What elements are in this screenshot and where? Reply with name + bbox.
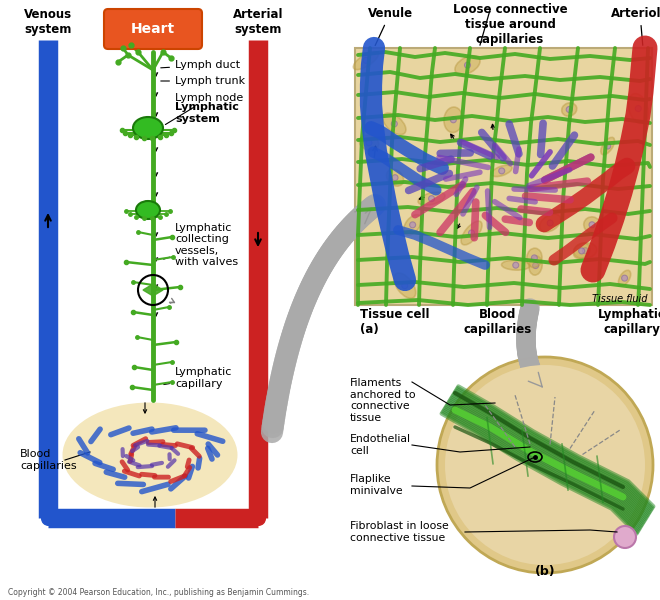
Circle shape [391,121,397,127]
Circle shape [366,140,372,146]
FancyBboxPatch shape [104,9,202,49]
Ellipse shape [360,135,379,151]
Text: Arteriole: Arteriole [610,7,660,45]
Ellipse shape [618,270,631,286]
Ellipse shape [136,201,160,219]
Text: Lymph node: Lymph node [166,93,244,125]
Text: Venous
system: Venous system [24,8,72,36]
Ellipse shape [601,137,614,155]
Circle shape [605,143,611,149]
FancyBboxPatch shape [355,48,652,305]
Text: (b): (b) [535,565,555,578]
Text: Lymphatic
capillary: Lymphatic capillary [598,308,660,336]
Ellipse shape [418,192,445,205]
Circle shape [465,62,471,68]
Text: Tissue cell
(a): Tissue cell (a) [360,308,430,336]
Circle shape [531,255,537,261]
Polygon shape [143,284,163,296]
Ellipse shape [455,56,480,74]
Circle shape [547,220,553,226]
Text: Endothelial
cell: Endothelial cell [350,434,411,456]
Ellipse shape [133,117,163,139]
Circle shape [437,357,653,573]
Circle shape [614,526,636,548]
Circle shape [622,275,628,281]
Circle shape [513,262,519,268]
Ellipse shape [444,107,463,133]
Circle shape [533,263,539,269]
Ellipse shape [527,248,542,268]
Ellipse shape [461,221,482,245]
Circle shape [410,222,416,228]
Ellipse shape [387,169,403,186]
Circle shape [469,230,475,236]
Ellipse shape [394,273,416,298]
Text: Lymphatic
system: Lymphatic system [175,102,239,124]
Text: Lymph trunk: Lymph trunk [161,76,245,86]
Circle shape [499,168,505,174]
Text: Arterial
system: Arterial system [233,8,283,36]
Circle shape [450,117,456,123]
Circle shape [579,248,585,254]
Text: Blood
capillaries: Blood capillaries [464,308,532,336]
Ellipse shape [404,215,422,235]
Text: Lymph duct: Lymph duct [161,60,240,70]
Text: Blood
capillaries: Blood capillaries [20,449,77,471]
Circle shape [566,106,572,112]
Ellipse shape [383,113,406,134]
Ellipse shape [502,260,530,270]
Text: Lymphatic
capillary: Lymphatic capillary [164,367,232,389]
Text: Copyright © 2004 Pearson Education, Inc., publishing as Benjamin Cummings.: Copyright © 2004 Pearson Education, Inc.… [8,588,309,597]
Circle shape [589,222,595,228]
Ellipse shape [583,217,600,233]
Ellipse shape [562,103,577,116]
Ellipse shape [63,403,238,508]
Ellipse shape [574,243,590,259]
Text: Heart: Heart [131,22,175,36]
Text: Venule: Venule [368,7,412,46]
Text: Flaplike
minivalve: Flaplike minivalve [350,474,403,496]
Ellipse shape [353,51,378,70]
Circle shape [363,58,369,64]
Circle shape [392,175,398,181]
Circle shape [445,365,645,565]
Ellipse shape [628,94,648,124]
Circle shape [636,106,642,112]
Text: Filaments
anchored to
connective
tissue: Filaments anchored to connective tissue [350,378,416,423]
Text: Tissue fluid: Tissue fluid [593,294,648,304]
Ellipse shape [492,165,512,176]
Circle shape [582,248,588,254]
Circle shape [428,196,434,202]
Ellipse shape [539,214,561,232]
Text: Loose connective
tissue around
capillaries: Loose connective tissue around capillari… [453,3,568,46]
Text: Fibroblast in loose
connective tissue: Fibroblast in loose connective tissue [350,521,449,543]
Ellipse shape [529,256,542,275]
Text: Lymphatic
collecting
vessels,
with valves: Lymphatic collecting vessels, with valve… [164,223,238,268]
Ellipse shape [574,243,597,259]
Circle shape [402,283,408,289]
